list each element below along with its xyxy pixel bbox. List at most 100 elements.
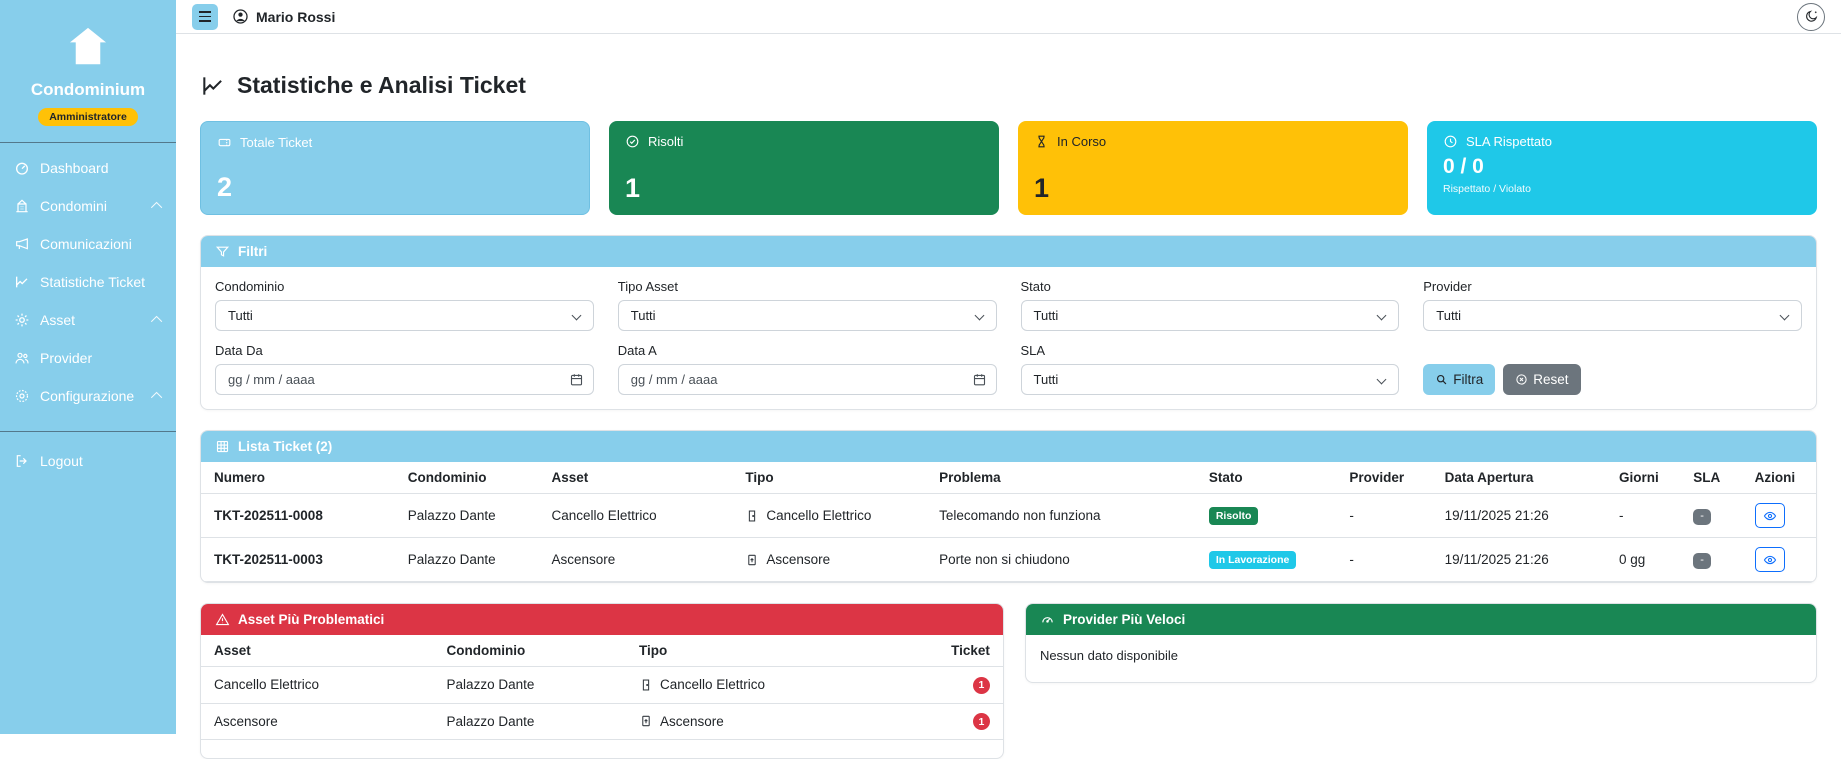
data-a-input[interactable] (617, 364, 997, 395)
cell-asset: Ascensore (538, 537, 733, 582)
sidebar-item-logout[interactable]: Logout (0, 442, 176, 480)
gate-icon (745, 509, 759, 523)
role-badge: Amministratore (38, 108, 138, 126)
ticket-list-header: Lista Ticket (2) (201, 431, 1816, 462)
eye-icon (1763, 553, 1777, 567)
view-ticket-button[interactable] (1754, 503, 1785, 528)
stat-value: 0 / 0 (1443, 155, 1484, 178)
filter-label: Data Da (215, 343, 263, 358)
stat-label: Risolti (648, 134, 684, 149)
x-circle-icon (1515, 373, 1528, 386)
search-icon (1435, 373, 1448, 386)
col-data-apertura: Data Apertura (1431, 462, 1607, 494)
sidebar-item-configurazione[interactable]: Configurazione (0, 377, 176, 415)
tipo-asset-select[interactable]: Tutti (617, 300, 997, 331)
gear-icon (14, 312, 30, 328)
cell-giorni: 0 gg (1606, 537, 1681, 582)
data-da-input[interactable] (215, 364, 594, 395)
chevron-down-icon (1376, 374, 1387, 385)
stato-select[interactable]: Tutti (1020, 300, 1400, 331)
sidebar-item-label: Logout (40, 453, 83, 469)
sla-select[interactable]: Tutti (1020, 364, 1400, 395)
col-numero: Numero (201, 462, 395, 494)
house-logo-icon (62, 24, 114, 70)
person-circle-icon (232, 8, 249, 25)
chevron-down-icon (974, 310, 984, 321)
cell-asset: Cancello Elettrico (201, 666, 434, 704)
cell-data-apertura: 19/11/2025 21:26 (1431, 493, 1607, 538)
filtra-button[interactable]: Filtra (1423, 364, 1496, 395)
page-title: Statistiche e Analisi Ticket (200, 72, 1817, 99)
filter-stato: Stato Tutti (1020, 279, 1400, 331)
moon-icon (1804, 9, 1819, 24)
reset-button[interactable]: Reset (1503, 364, 1581, 395)
sidebar-item-label: Configurazione (40, 388, 135, 404)
calendar-icon[interactable] (972, 372, 987, 387)
sidebar-item-label: Statistiche Ticket (40, 274, 146, 290)
clock-icon (1443, 134, 1458, 149)
stat-value: 1 (1034, 173, 1050, 203)
col-problema: Problema (926, 462, 1196, 494)
provider-select[interactable]: Tutti (1423, 300, 1802, 331)
dark-mode-toggle-button[interactable] (1797, 2, 1825, 31)
sidebar-item-comunicazioni[interactable]: Comunicazioni (0, 225, 176, 263)
sidebar-item-provider[interactable]: Provider (0, 339, 176, 377)
speedometer-icon (14, 160, 30, 176)
sidebar-toggle-button[interactable] (192, 3, 218, 30)
problem-assets-header-row: Asset Condominio Tipo Ticket (201, 635, 1003, 667)
app-title: Condominium (30, 80, 146, 99)
stat-subtitle: Rispettato / Violato (1443, 183, 1531, 195)
cell-asset: Ascensore (201, 703, 434, 740)
problem-asset-row: Ascensore Palazzo Dante Ascensore 1 (201, 703, 1003, 740)
col-provider: Provider (1336, 462, 1432, 494)
stat-label: SLA Rispettato (1466, 134, 1552, 149)
sidebar-item-asset[interactable]: Asset (0, 301, 176, 339)
table-grid-icon (215, 439, 230, 454)
hourglass-icon (1034, 134, 1049, 149)
warning-triangle-icon (215, 612, 230, 627)
ticket-table-header-row: Numero Condominio Asset Tipo Problema St… (201, 462, 1816, 494)
view-ticket-button[interactable] (1754, 547, 1785, 572)
sidebar-divider (0, 431, 176, 432)
ticket-row: TKT-202511-0003 Palazzo Dante Ascensore … (201, 537, 1816, 582)
stat-card-totale-ticket: Totale Ticket 2 (200, 121, 590, 215)
chevron-up-icon (150, 391, 163, 404)
cell-numero: TKT-202511-0003 (201, 537, 395, 582)
logout-icon (14, 453, 30, 469)
cell-stato: In Lavorazione (1195, 537, 1337, 582)
chevron-up-icon (150, 201, 163, 214)
stat-value: 2 (217, 172, 233, 202)
col-asset: Asset (538, 462, 733, 494)
ticket-icon (217, 135, 232, 150)
cell-problema: Porte non si chiudono (926, 537, 1196, 582)
user-menu[interactable]: Mario Rossi (232, 8, 335, 25)
megaphone-icon (14, 236, 30, 252)
chart-line-icon (14, 274, 30, 290)
col-tipo: Tipo (626, 635, 923, 667)
sidebar-item-dashboard[interactable]: Dashboard (0, 149, 176, 187)
sidebar-item-condomini[interactable]: Condomini (0, 187, 176, 225)
sidebar-item-label: Dashboard (40, 160, 109, 176)
filter-label: Provider (1423, 279, 1472, 294)
filter-data-a: Data A (617, 343, 997, 395)
stat-card-sla: SLA Rispettato 0 / 0 Rispettato / Violat… (1427, 121, 1817, 215)
condominio-select[interactable]: Tutti (215, 300, 594, 331)
cell-ticket-count: 1 (922, 703, 1003, 740)
filter-buttons: Filtra Reset (1423, 343, 1802, 395)
sidebar-divider (0, 142, 176, 143)
topbar: Mario Rossi (176, 0, 1841, 34)
chevron-up-icon (150, 315, 163, 328)
ticket-row: TKT-202511-0008 Palazzo Dante Cancello E… (201, 493, 1816, 538)
filter-condominio: Condominio Tutti (215, 279, 594, 331)
sidebar-item-statistiche-ticket[interactable]: Statistiche Ticket (0, 263, 176, 301)
cell-ticket-count: 1 (922, 666, 1003, 704)
cell-sla: - (1680, 537, 1742, 582)
calendar-icon[interactable] (569, 372, 584, 387)
chevron-down-icon (1779, 310, 1790, 321)
stat-label: In Corso (1057, 134, 1107, 149)
chevron-down-icon (1376, 310, 1387, 321)
cell-provider: - (1336, 493, 1432, 538)
fast-providers-panel: Provider Più Veloci Nessun dato disponib… (1024, 603, 1817, 683)
col-tipo: Tipo (732, 462, 927, 494)
sla-badge: - (1693, 508, 1711, 525)
